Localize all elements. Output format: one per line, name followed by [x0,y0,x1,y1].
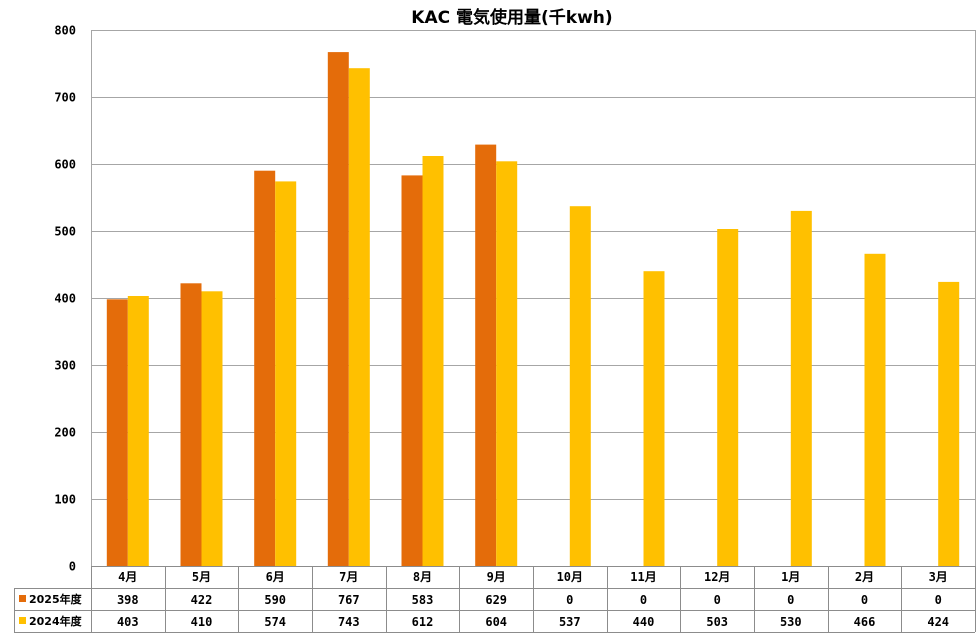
category-label: 8月 [413,570,432,584]
data-value: 466 [854,615,876,629]
data-value: 403 [117,615,139,629]
bar-series2-4 [422,156,444,566]
data-value: 0 [787,593,794,607]
data-value: 0 [861,593,868,607]
data-value: 0 [566,593,573,607]
category-label: 1月 [781,570,800,584]
category-label: 4月 [118,570,137,584]
bar-series1-5 [475,144,497,566]
y-tick-label: 100 [54,493,76,507]
data-value: 422 [191,593,213,607]
data-value: 440 [633,615,655,629]
data-table: 4月 5月 6月 7月 8月 9月 10月 11月 12月 1月 2月 3月 2025年度 398 422 5… [14,566,976,633]
data-value: 590 [264,593,286,607]
bar-series2-3 [348,68,370,566]
data-value: 410 [191,615,213,629]
category-label: 5月 [192,570,211,584]
data-value: 743 [338,615,360,629]
bar-series2-8 [717,229,739,566]
data-value: 398 [117,593,139,607]
category-label: 2月 [855,570,874,584]
data-value: 583 [412,593,434,607]
bar-series2-7 [643,271,665,566]
series-name: 2024年度 [29,614,83,628]
legend-key [19,595,26,602]
y-tick-label: 600 [54,158,76,172]
data-value: 424 [927,615,949,629]
bar-series2-11 [938,281,960,566]
bar-series2-10 [864,253,886,567]
data-value: 767 [338,593,360,607]
bars [106,52,960,567]
series-name: 2025年度 [29,592,83,606]
data-value: 612 [412,615,434,629]
y-tick-label: 400 [54,292,76,306]
data-value: 574 [264,615,286,629]
bar-series1-1 [180,283,202,566]
gridlines [91,30,976,566]
bar-series2-5 [496,161,518,567]
data-value: 0 [714,593,721,607]
y-axis-tick-labels: 0 100 200 300 400 500 600 700 800 [54,24,76,574]
bar-series2-9 [790,210,812,566]
data-value: 503 [706,615,728,629]
bar-series1-3 [327,52,349,567]
category-label: 6月 [266,570,285,584]
data-value: 537 [559,615,581,629]
bar-series2-0 [127,296,149,566]
data-value: 0 [640,593,647,607]
y-tick-label: 800 [54,24,76,38]
data-value: 629 [485,593,507,607]
category-label: 9月 [487,570,506,584]
data-value: 604 [485,615,507,629]
y-tick-label: 500 [54,225,76,239]
bar-series2-2 [275,181,297,566]
bar-series2-1 [201,291,223,566]
bar-series1-0 [106,299,128,566]
category-label: 7月 [339,570,358,584]
category-label: 3月 [929,570,948,584]
category-label: 12月 [704,570,730,584]
data-value: 0 [935,593,942,607]
chart-title: KAC 電気使用量(千kwh) [411,7,612,28]
bar-series1-2 [254,170,276,566]
category-label: 11月 [630,570,656,584]
bar-series1-4 [401,175,423,566]
y-tick-label: 300 [54,359,76,373]
legend-key [19,617,26,624]
y-tick-label: 200 [54,426,76,440]
category-label: 10月 [557,570,583,584]
data-value: 530 [780,615,802,629]
bar-series2-6 [569,206,591,566]
y-tick-label: 700 [54,91,76,105]
y-tick-label: 0 [69,560,76,574]
